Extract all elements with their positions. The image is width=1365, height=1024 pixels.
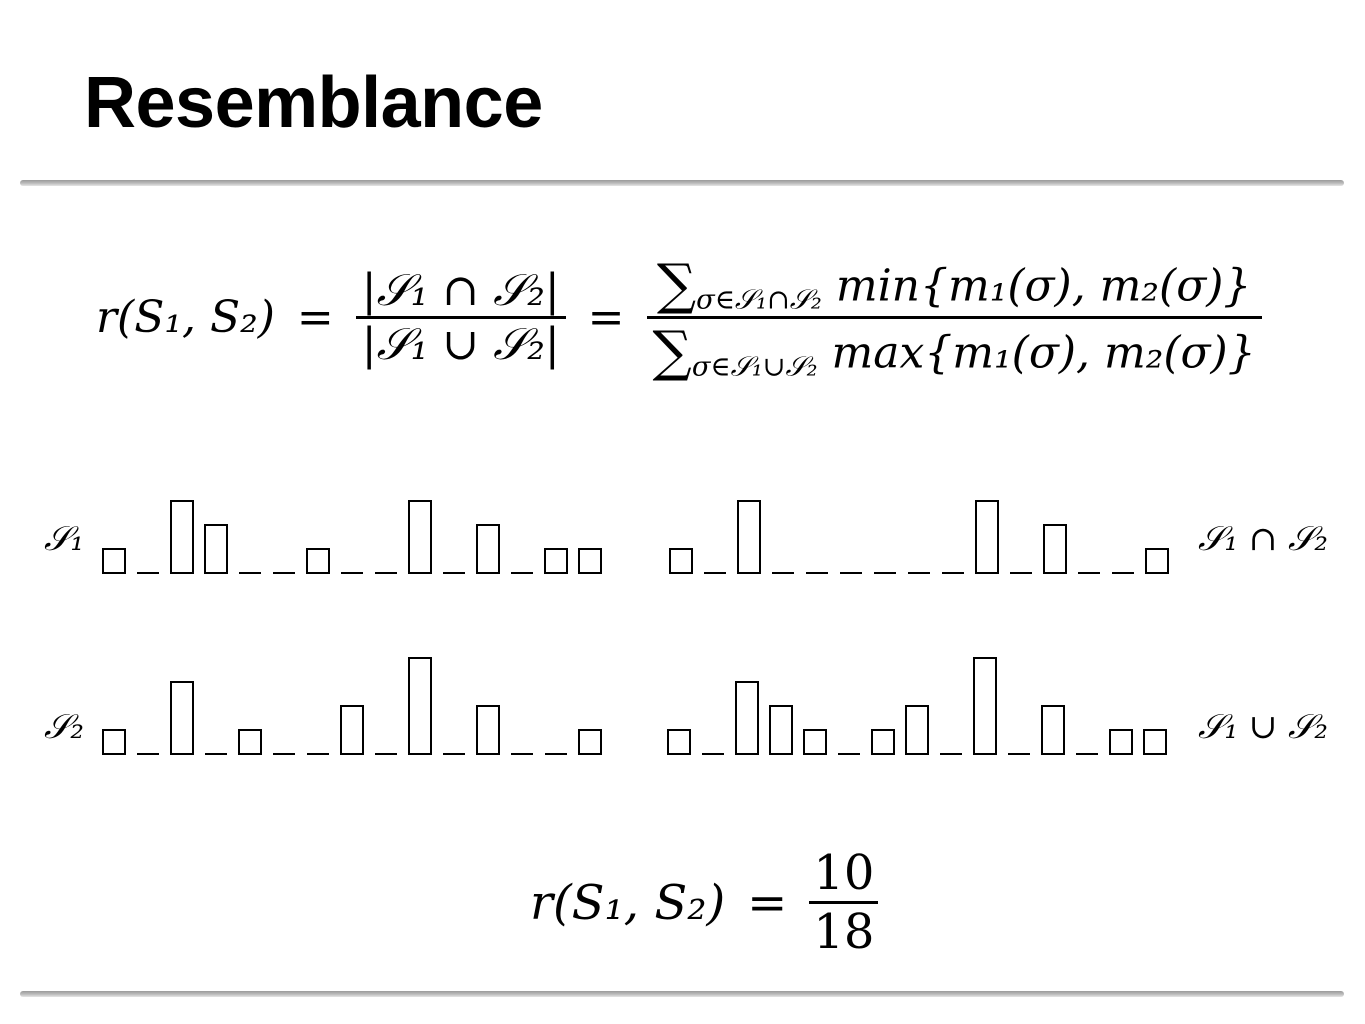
hist-bar-union-13	[1109, 729, 1133, 755]
hist-bar-union-14	[1143, 729, 1167, 755]
set-ratio-bar	[355, 316, 566, 320]
result-numerator: 10	[813, 845, 875, 901]
hist-bar-s1-14	[578, 548, 602, 574]
sum-denominator-subscript: σ∈𝒮₁∪𝒮₂	[691, 351, 818, 383]
sum-numerator-subscript: σ∈𝒮₁∩𝒮₂	[696, 284, 822, 316]
sum-ratio-fraction: ∑σ∈𝒮₁∩𝒮₂ min{m₁(σ), m₂(σ)} ∑σ∈𝒮₁∪𝒮₂ max{…	[646, 252, 1262, 384]
sum-numerator-body: min{m₁(σ), m₂(σ)}	[835, 260, 1252, 312]
hist-bar-s1-2	[170, 500, 194, 574]
hist-bar-s2-14	[578, 729, 602, 755]
result-lhs: r(S₁, S₂)	[530, 874, 726, 931]
top-divider	[20, 180, 1344, 186]
hist-bar-s1-13	[544, 548, 568, 574]
hist-bar-union-11	[1041, 705, 1065, 755]
hist-bar-s2-0	[102, 729, 126, 755]
sum-ratio-bar	[646, 316, 1262, 320]
hist-bar-s1-9	[408, 500, 432, 574]
hist-bar-s2-9	[408, 657, 432, 755]
result-denominator: 18	[813, 904, 875, 960]
hist-bar-union-3	[769, 705, 793, 755]
formula-equals-2: =	[587, 292, 625, 344]
label-intersection: 𝒮₁ ∩ 𝒮₂	[1198, 519, 1328, 559]
hist-bar-intersection-14	[1145, 548, 1169, 574]
result-formula: r(S₁, S₂) = 10 18	[530, 845, 879, 960]
set-ratio-fraction: |𝒮₁ ∩ 𝒮₂| |𝒮₁ ∪ 𝒮₂|	[355, 265, 566, 371]
sum-symbol-top: ∑	[656, 252, 697, 316]
hist-bar-s2-2	[170, 681, 194, 755]
sum-denominator-body: max{m₁(σ), m₂(σ)}	[831, 327, 1256, 379]
hist-bar-s2-4	[238, 729, 262, 755]
hist-bar-union-9	[973, 657, 997, 755]
slide-title: Resemblance	[84, 63, 543, 143]
hist-bar-s2-7	[340, 705, 364, 755]
sum-symbol-bottom: ∑	[652, 319, 692, 384]
sum-ratio-numerator: ∑σ∈𝒮₁∩𝒮₂ min{m₁(σ), m₂(σ)}	[651, 252, 1258, 316]
hist-bar-union-6	[871, 729, 895, 755]
result-equals: =	[747, 874, 788, 931]
result-bar	[809, 901, 879, 904]
label-union: 𝒮₁ ∪ 𝒮₂	[1198, 707, 1328, 747]
set-ratio-numerator: |𝒮₁ ∩ 𝒮₂|	[361, 265, 560, 317]
hist-bar-intersection-2	[737, 500, 761, 574]
hist-bar-s1-3	[204, 524, 228, 574]
hist-bar-union-0	[667, 729, 691, 755]
hist-bar-intersection-11	[1043, 524, 1067, 574]
set-ratio-denominator: |𝒮₁ ∪ 𝒮₂|	[361, 319, 560, 371]
sum-ratio-denominator: ∑σ∈𝒮₁∪𝒮₂ max{m₁(σ), m₂(σ)}	[647, 319, 1262, 383]
formula-equals-1: =	[296, 292, 334, 344]
bottom-divider	[20, 991, 1344, 997]
hist-bar-s1-0	[102, 548, 126, 574]
result-fraction: 10 18	[809, 845, 879, 960]
hist-bar-union-2	[735, 681, 759, 755]
label-s1: 𝒮₁	[44, 519, 84, 559]
formula-lhs: r(S₁, S₂)	[96, 292, 275, 344]
hist-bar-intersection-9	[975, 500, 999, 574]
hist-bar-s1-6	[306, 548, 330, 574]
hist-bar-s1-11	[476, 524, 500, 574]
hist-bar-intersection-0	[669, 548, 693, 574]
hist-bar-s2-11	[476, 705, 500, 755]
resemblance-formula: r(S₁, S₂) = |𝒮₁ ∩ 𝒮₂| |𝒮₁ ∪ 𝒮₂| = ∑σ∈𝒮₁∩…	[96, 252, 1262, 384]
hist-bar-union-7	[905, 705, 929, 755]
hist-bar-union-4	[803, 729, 827, 755]
label-s2: 𝒮₂	[44, 707, 84, 747]
